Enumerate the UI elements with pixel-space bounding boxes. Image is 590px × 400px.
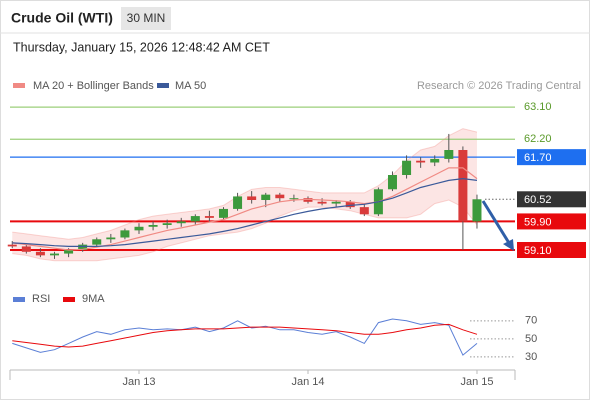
- candle-body: [458, 150, 468, 222]
- title: Crude Oil (WTI): [11, 10, 113, 26]
- candle-body: [444, 150, 454, 159]
- legend-swatch: [13, 83, 25, 88]
- legend-label: MA 50: [175, 80, 206, 92]
- candle-body: [331, 201, 341, 204]
- y-tick-label: 30: [525, 351, 537, 363]
- candle-body: [387, 175, 397, 190]
- timeframe-box: [121, 7, 171, 30]
- candle-body: [247, 196, 257, 200]
- candle-body: [176, 221, 186, 224]
- candle-body: [218, 208, 228, 218]
- ma20-line: [12, 167, 478, 251]
- x-tick-label: Jan 15: [460, 376, 493, 388]
- legend-label: 9MA: [82, 293, 105, 305]
- candle-body: [345, 201, 355, 208]
- y-tick-label: 50: [525, 333, 537, 345]
- level-box: [517, 242, 586, 258]
- legend-swatch: [13, 297, 25, 302]
- candle-body: [21, 246, 31, 252]
- x-tick-label: Jan 13: [122, 376, 155, 388]
- forecast-arrowhead: [503, 239, 514, 251]
- level-box: [517, 149, 586, 166]
- legend-swatch: [157, 83, 169, 88]
- candle-body: [359, 207, 369, 215]
- candle-body: [261, 194, 271, 200]
- level-label: 61.70: [524, 152, 552, 164]
- candle-body: [303, 198, 313, 202]
- band-upper: [12, 128, 478, 240]
- ma50-line: [12, 177, 478, 247]
- candle-body: [317, 201, 327, 204]
- level-label: 62.20: [524, 133, 552, 145]
- candle-body: [162, 223, 172, 225]
- candle-body: [472, 199, 482, 222]
- level-label: 63.10: [524, 101, 552, 113]
- timeframe: 30 MIN: [127, 11, 166, 25]
- legend-label: RSI: [32, 293, 50, 305]
- legend-swatch: [63, 297, 75, 302]
- credit: Research © 2026 Trading Central: [417, 80, 581, 92]
- rsi-line: [12, 318, 478, 356]
- candle-body: [92, 239, 102, 245]
- datetime: Thursday, January 15, 2026 12:48:42 AM C…: [13, 40, 270, 54]
- candle-body: [275, 194, 285, 199]
- level-label: 59.10: [524, 245, 552, 257]
- candle-body: [120, 230, 130, 238]
- price-box: [517, 191, 586, 208]
- candle-body: [430, 158, 440, 163]
- candle-body: [190, 216, 200, 222]
- candle-body: [289, 198, 299, 200]
- candle-body: [416, 160, 426, 163]
- bollinger-band: [12, 128, 477, 261]
- candle-body: [402, 160, 412, 175]
- candle-body: [134, 226, 144, 231]
- candle-body: [204, 216, 214, 218]
- plot: 63.10 62.20 61.70 60.52 59.90 59.10 70 50 30 Jan …: [7, 101, 586, 388]
- x-tick-label: Jan 14: [291, 376, 324, 388]
- rsi-line: [12, 323, 478, 348]
- candle-body: [106, 237, 116, 240]
- candle-body: [78, 244, 88, 250]
- level-label: 59.90: [524, 216, 552, 228]
- candle-body: [50, 253, 60, 256]
- legend-label: MA 20 + Bollinger Bands: [33, 80, 154, 92]
- forecast-arrow: [481, 200, 511, 244]
- candle-body: [148, 225, 158, 227]
- candle-body: [7, 244, 17, 247]
- candle-body: [35, 251, 45, 256]
- candle-body: [233, 196, 243, 209]
- candle-body: [64, 250, 74, 254]
- y-tick-label: 70: [525, 315, 537, 327]
- band-lower: [12, 199, 478, 262]
- price-label: 60.52: [524, 194, 552, 206]
- level-box: [517, 213, 586, 230]
